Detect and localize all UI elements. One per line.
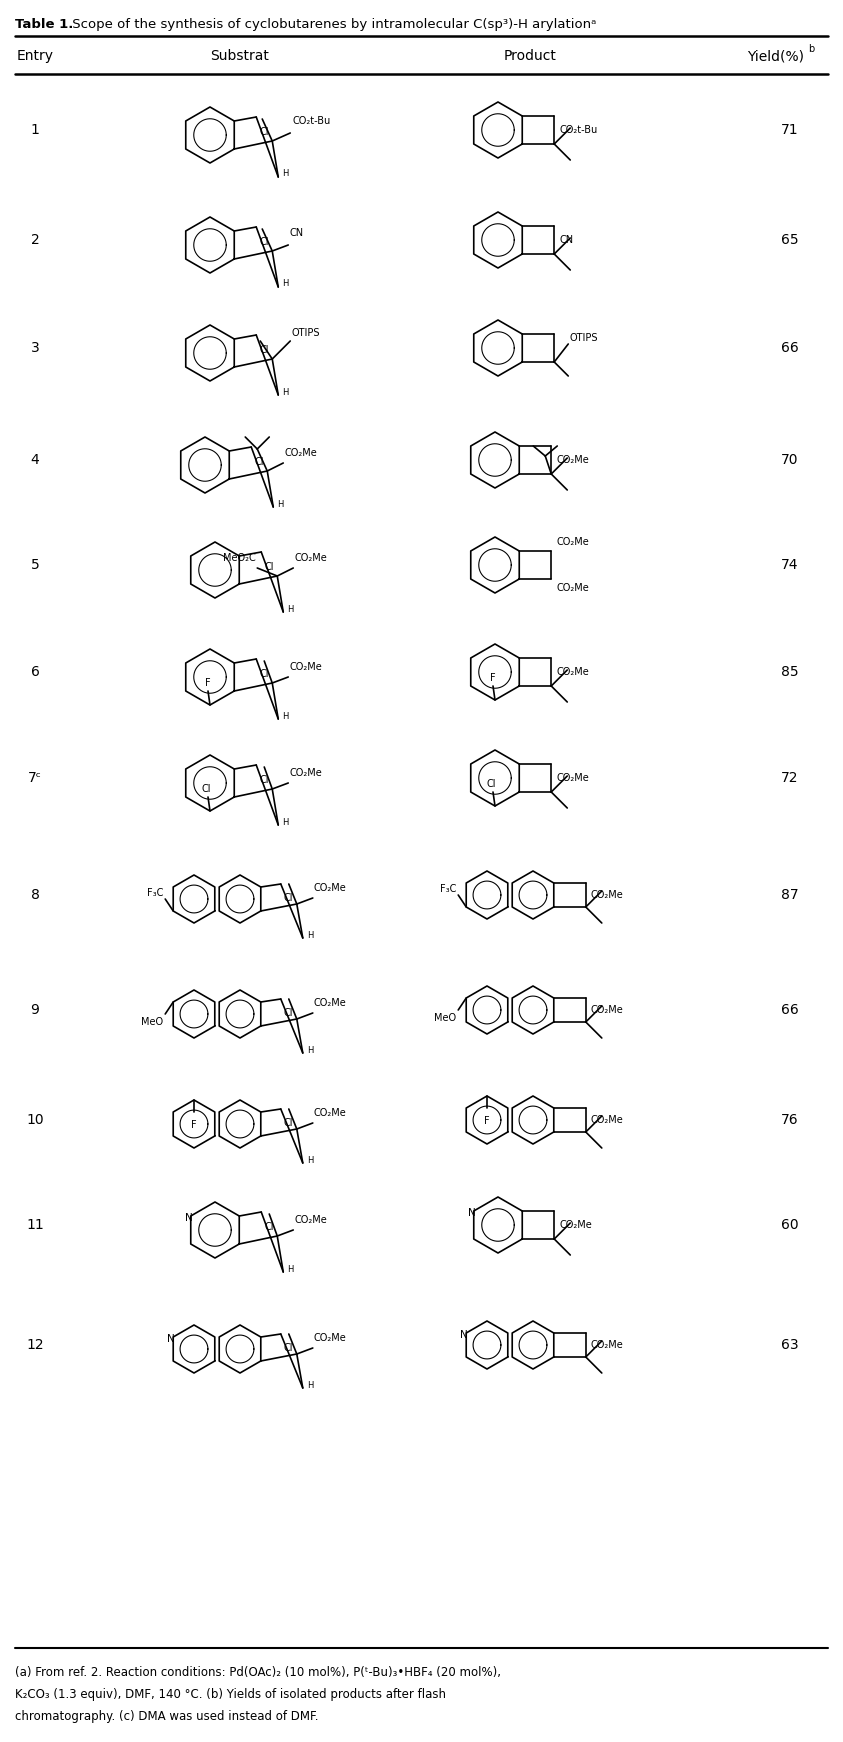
Text: F: F	[484, 1117, 490, 1125]
Text: CO₂Me: CO₂Me	[284, 448, 317, 458]
Text: CO₂Me: CO₂Me	[591, 1005, 624, 1016]
Text: H: H	[277, 500, 283, 509]
Text: CO₂t-Bu: CO₂t-Bu	[293, 117, 330, 125]
Text: CO₂Me: CO₂Me	[314, 998, 346, 1009]
Text: Cl: Cl	[284, 1009, 293, 1017]
Text: MeO₂C: MeO₂C	[223, 552, 256, 563]
Text: 12: 12	[26, 1338, 44, 1352]
Text: MeO: MeO	[141, 1017, 164, 1028]
Text: 4: 4	[30, 453, 40, 467]
Text: Cl: Cl	[284, 894, 293, 902]
Text: K₂CO₃ (1.3 equiv), DMF, 140 °C. (b) Yields of isolated products after flash: K₂CO₃ (1.3 equiv), DMF, 140 °C. (b) Yiel…	[15, 1688, 446, 1700]
Text: MeO: MeO	[434, 1014, 456, 1023]
Text: CO₂Me: CO₂Me	[556, 667, 589, 678]
Text: Yield(%): Yield(%)	[748, 49, 804, 63]
Text: 9: 9	[30, 1003, 40, 1017]
Text: Cl: Cl	[260, 775, 269, 786]
Text: H: H	[307, 1380, 313, 1390]
Text: H: H	[307, 930, 313, 939]
Text: 3: 3	[30, 341, 40, 355]
Text: 5: 5	[30, 557, 40, 571]
Text: CO₂Me: CO₂Me	[591, 1115, 624, 1125]
Text: Cl: Cl	[486, 779, 496, 789]
Text: 60: 60	[781, 1218, 799, 1232]
Text: 7ᶜ: 7ᶜ	[28, 772, 42, 786]
Text: Cl: Cl	[284, 1118, 293, 1129]
Text: 65: 65	[781, 233, 799, 247]
Text: CN: CN	[559, 235, 573, 246]
Text: 66: 66	[781, 341, 799, 355]
Text: 74: 74	[781, 557, 799, 571]
Text: CO₂Me: CO₂Me	[559, 1219, 592, 1230]
Text: Cl: Cl	[260, 237, 269, 247]
Text: (a) From ref. 2. Reaction conditions: Pd(OAc)₂ (10 mol%), P(ᵗ-Bu)₃•HBF₄ (20 mol%: (a) From ref. 2. Reaction conditions: Pd…	[15, 1665, 501, 1679]
Text: F₃C: F₃C	[147, 888, 164, 897]
Text: 70: 70	[781, 453, 799, 467]
Text: CO₂Me: CO₂Me	[294, 552, 327, 563]
Text: H: H	[307, 1155, 313, 1164]
Text: Cl: Cl	[201, 784, 211, 794]
Text: H: H	[282, 711, 288, 721]
Text: F: F	[490, 672, 496, 683]
Text: 71: 71	[781, 124, 799, 138]
Text: 72: 72	[781, 772, 799, 786]
Text: Table 1.: Table 1.	[15, 17, 73, 31]
Text: N: N	[460, 1329, 468, 1340]
Text: Cl: Cl	[264, 1221, 274, 1232]
Text: 1: 1	[30, 124, 40, 138]
Text: CO₂Me: CO₂Me	[591, 1340, 624, 1350]
Text: Cl: Cl	[255, 456, 264, 467]
Text: OTIPS: OTIPS	[569, 333, 598, 343]
Text: H: H	[282, 169, 288, 178]
Text: H: H	[282, 817, 288, 826]
Text: H: H	[307, 1045, 313, 1054]
Text: CO₂Me: CO₂Me	[314, 1108, 346, 1118]
Text: H: H	[287, 1265, 293, 1273]
Text: Cl: Cl	[264, 563, 274, 571]
Text: CO₂Me: CO₂Me	[556, 584, 589, 592]
Text: H: H	[282, 279, 288, 289]
Text: Cl: Cl	[260, 127, 269, 138]
Text: CO₂Me: CO₂Me	[591, 890, 624, 901]
Text: Cl: Cl	[260, 669, 269, 679]
Text: 76: 76	[781, 1113, 799, 1127]
Text: Scope of the synthesis of cyclobutarenes by intramolecular C(sp³)-H arylationᵃ: Scope of the synthesis of cyclobutarenes…	[68, 17, 596, 31]
Text: H: H	[282, 387, 288, 397]
Text: CO₂Me: CO₂Me	[556, 455, 589, 465]
Text: Substrat: Substrat	[211, 49, 270, 63]
Text: CO₂t-Bu: CO₂t-Bu	[559, 125, 598, 134]
Text: Cl: Cl	[260, 345, 269, 355]
Text: CN: CN	[289, 228, 303, 239]
Text: CO₂Me: CO₂Me	[314, 1333, 346, 1343]
Text: OTIPS: OTIPS	[291, 327, 319, 338]
Text: F₃C: F₃C	[440, 883, 456, 894]
Text: 6: 6	[30, 665, 40, 679]
Text: 63: 63	[781, 1338, 799, 1352]
Text: N: N	[168, 1334, 175, 1345]
Text: 66: 66	[781, 1003, 799, 1017]
Text: 8: 8	[30, 888, 40, 902]
Text: 87: 87	[781, 888, 799, 902]
Text: F: F	[191, 1120, 196, 1131]
Text: chromatography. (c) DMA was used instead of DMF.: chromatography. (c) DMA was used instead…	[15, 1711, 319, 1723]
Text: CO₂Me: CO₂Me	[289, 768, 322, 779]
Text: H: H	[287, 604, 293, 613]
Text: 11: 11	[26, 1218, 44, 1232]
Text: 2: 2	[30, 233, 40, 247]
Text: N: N	[468, 1207, 475, 1218]
Text: CO₂Me: CO₂Me	[556, 773, 589, 782]
Text: 10: 10	[26, 1113, 44, 1127]
Text: 85: 85	[781, 665, 799, 679]
Text: b: b	[808, 44, 814, 54]
Text: Entry: Entry	[17, 49, 53, 63]
Text: CO₂Me: CO₂Me	[556, 537, 589, 547]
Text: Cl: Cl	[284, 1343, 293, 1354]
Text: CO₂Me: CO₂Me	[314, 883, 346, 894]
Text: CO₂Me: CO₂Me	[289, 662, 322, 672]
Text: Product: Product	[503, 49, 556, 63]
Text: F: F	[205, 678, 211, 688]
Text: CO₂Me: CO₂Me	[294, 1214, 327, 1225]
Text: N: N	[185, 1212, 193, 1223]
